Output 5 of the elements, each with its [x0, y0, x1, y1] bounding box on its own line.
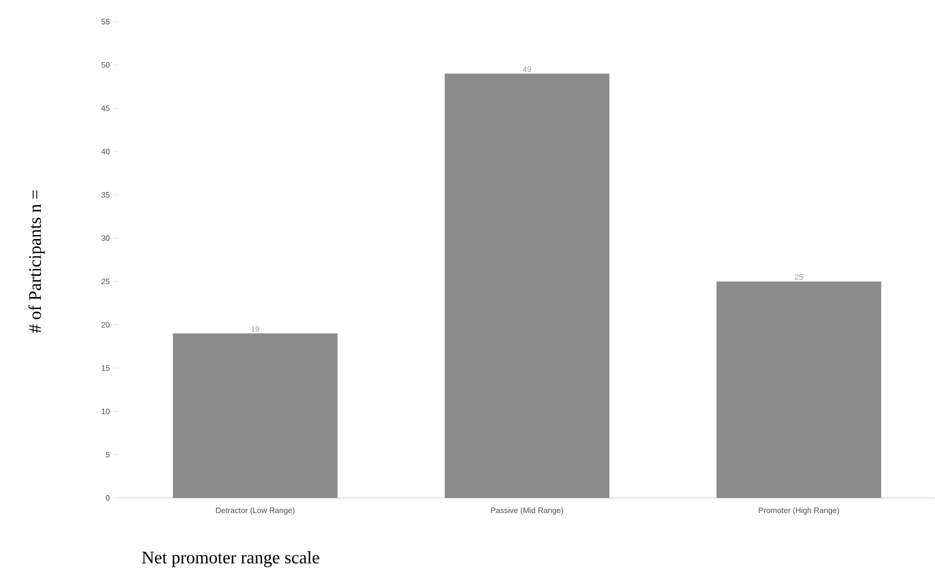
- x-axis-title: Net promoter range scale: [142, 551, 320, 568]
- bar: [444, 74, 610, 498]
- y-axis-title: # of Participants n =: [28, 190, 45, 333]
- bar: [172, 334, 338, 498]
- bar: [716, 282, 882, 498]
